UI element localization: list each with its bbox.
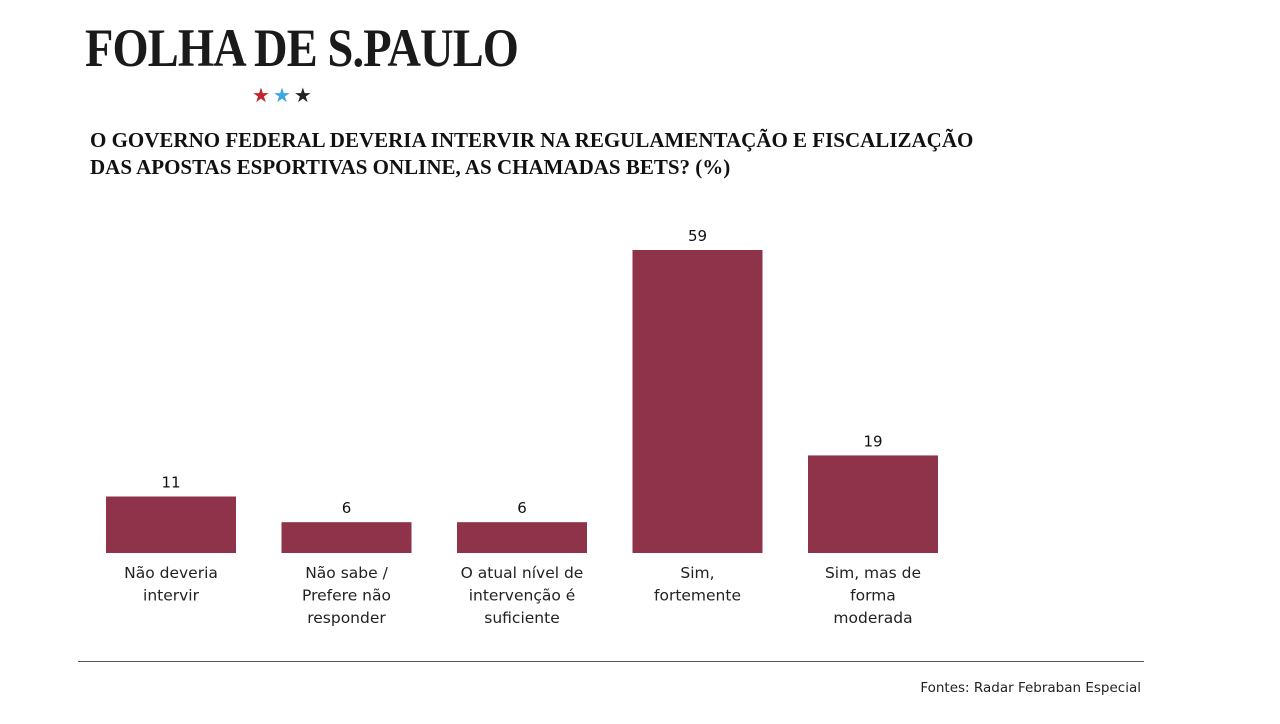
category-label: O atual nível de intervenção é suficiente	[461, 564, 584, 627]
category-label: Sim, fortemente	[654, 564, 741, 605]
data-label: 6	[517, 499, 527, 517]
bar	[808, 455, 938, 553]
star-icon-blue: ★	[272, 83, 294, 107]
star-icon-red: ★	[252, 83, 273, 107]
logo-stars: ★★★	[252, 83, 315, 107]
chart-title: O GOVERNO FEDERAL DEVERIA INTERVIR NA RE…	[90, 128, 974, 179]
star-icon-black: ★	[293, 83, 315, 107]
folha-logo: FOLHA DE S.PAULO	[85, 18, 519, 78]
category-label: Sim, mas de forma moderada	[825, 564, 921, 627]
data-label: 6	[342, 499, 352, 517]
bar	[106, 496, 236, 553]
category-label: Não sabe / Prefere não responder	[302, 564, 391, 627]
bar	[281, 522, 412, 553]
divider	[78, 661, 1144, 662]
data-label: 59	[688, 227, 707, 245]
data-label: 19	[863, 432, 882, 450]
category-label: Não deveria intervir	[124, 564, 218, 605]
bar	[457, 522, 587, 553]
data-label: 11	[161, 474, 180, 492]
bar	[632, 250, 763, 553]
source-note: Fontes: Radar Febraban Especial	[920, 680, 1141, 696]
